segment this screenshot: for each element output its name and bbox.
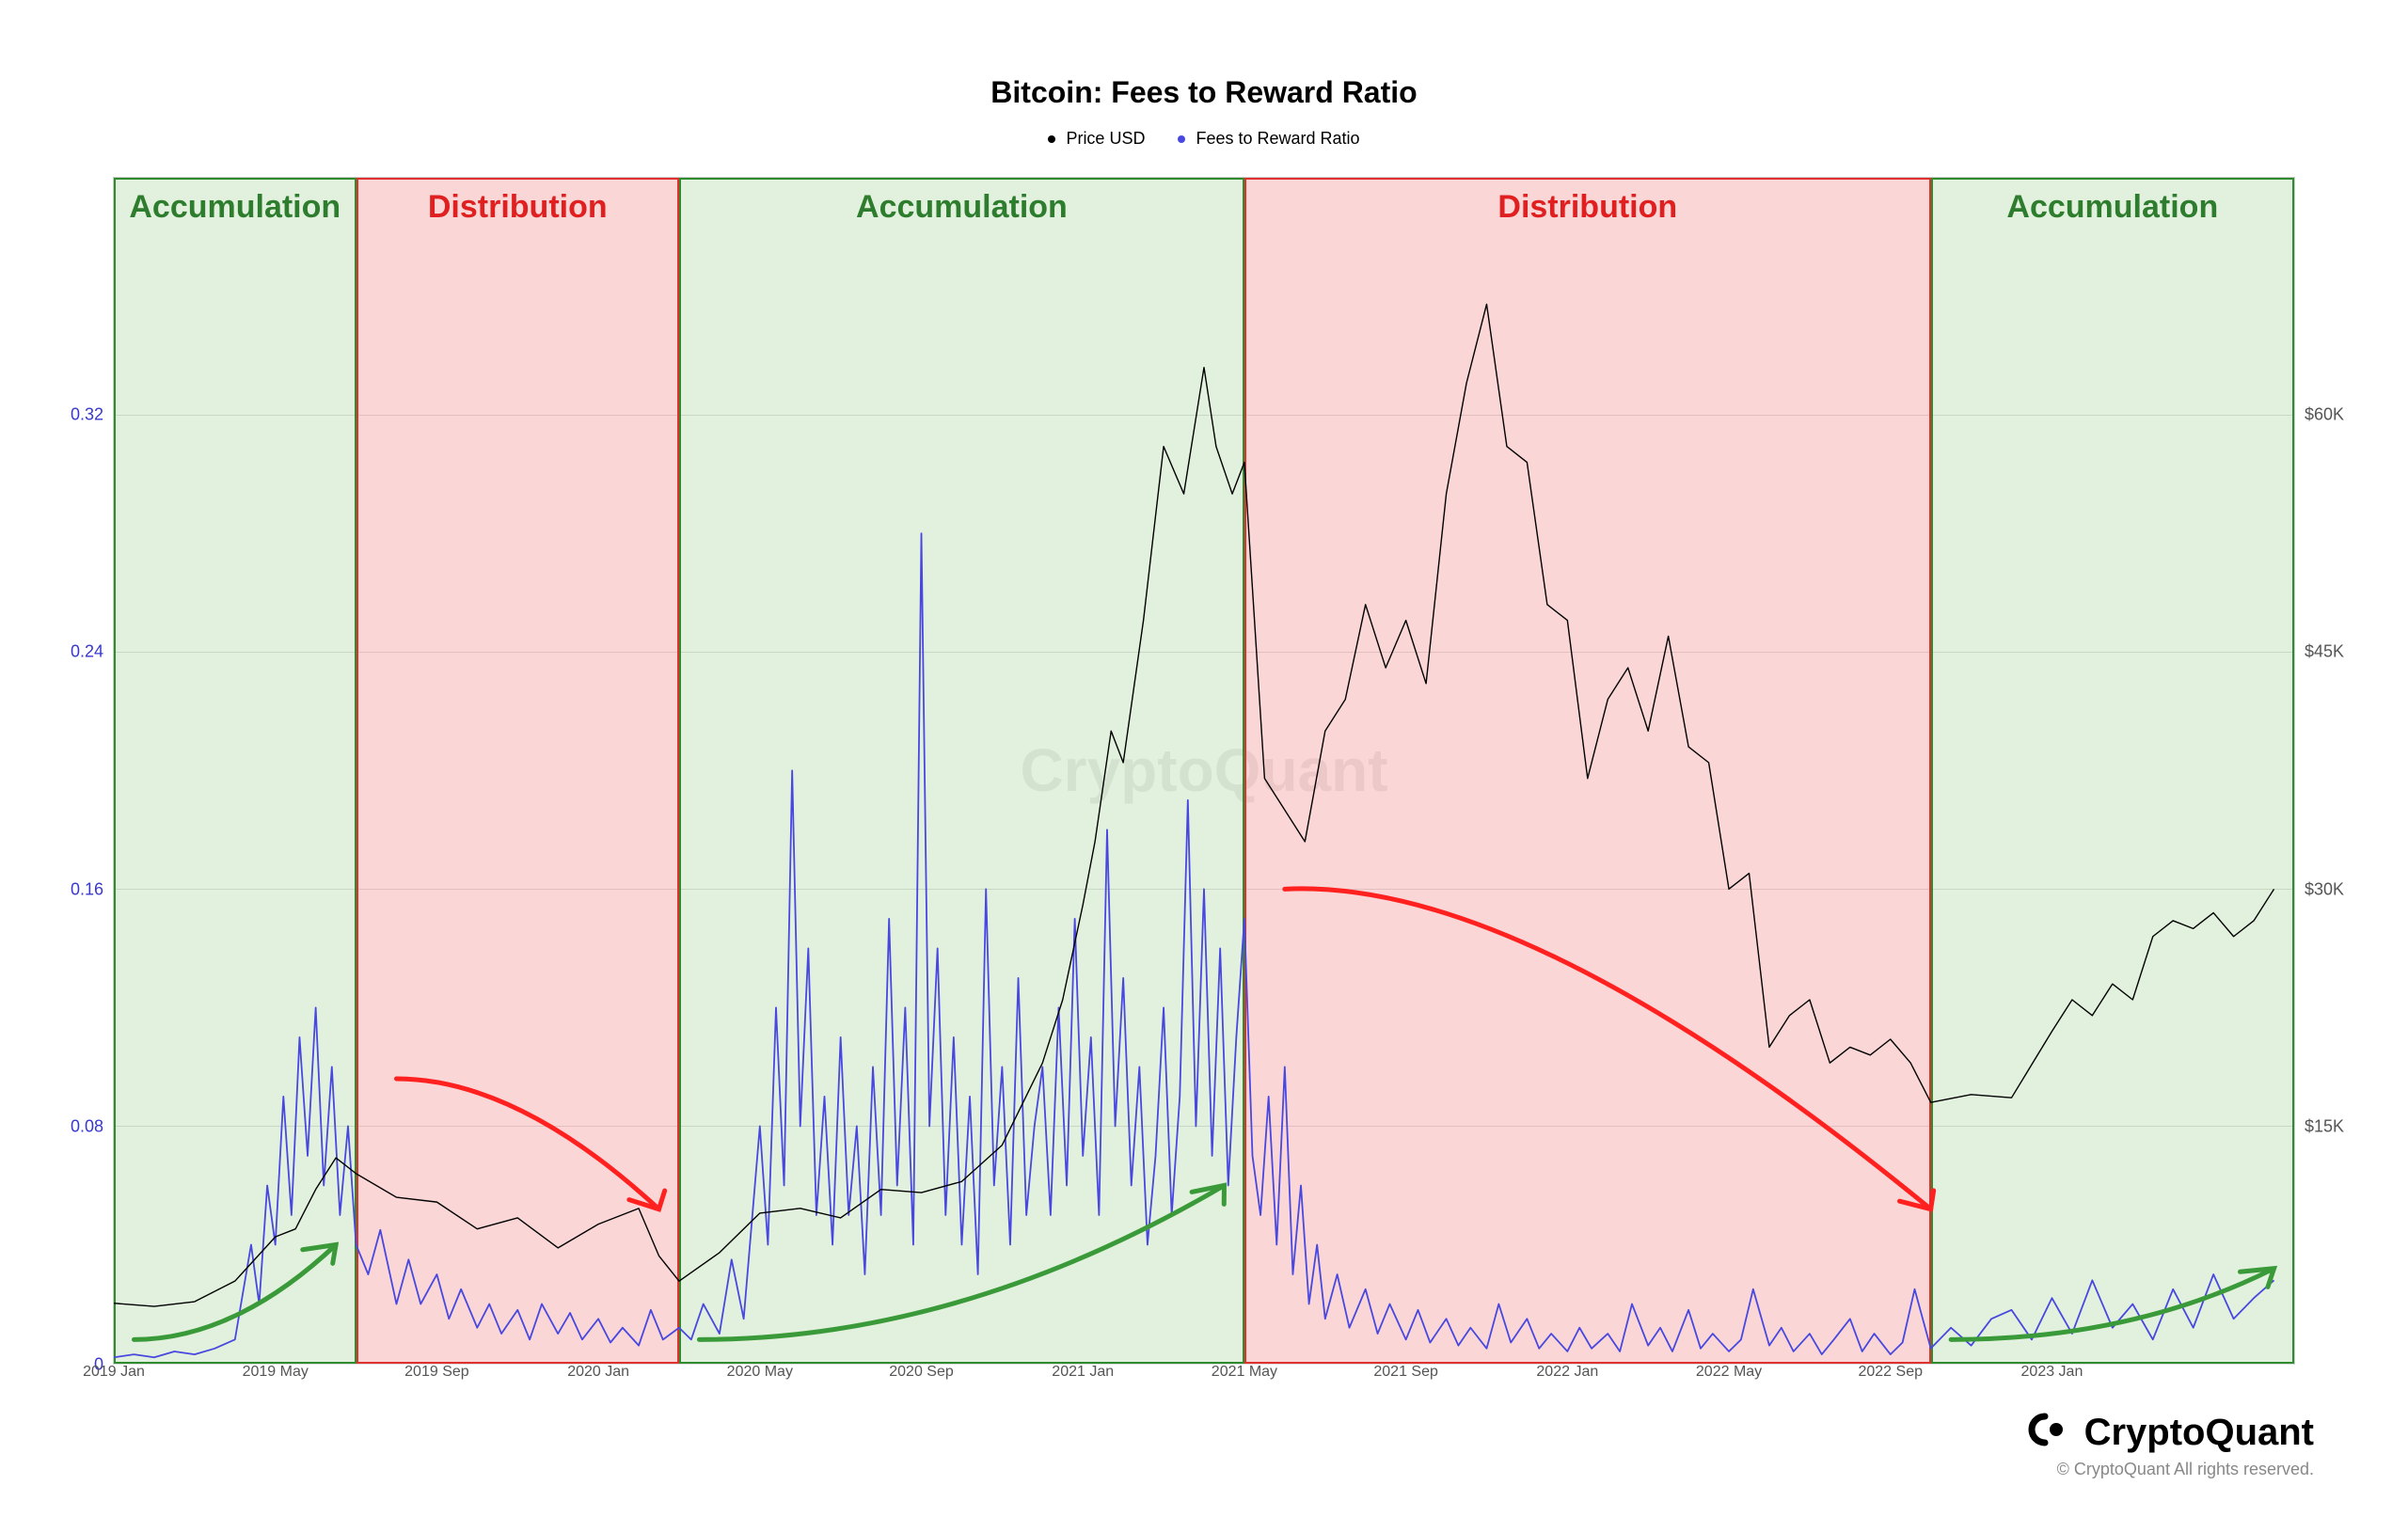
y-tick-right: $30K bbox=[2305, 879, 2344, 899]
brand-icon bbox=[2028, 1413, 2066, 1456]
y-tick-right: $60K bbox=[2305, 404, 2344, 424]
chart-plot: CryptoQuant AccumulationDistributionAccu… bbox=[113, 177, 2295, 1365]
brand-text: CryptoQuant bbox=[2084, 1412, 2314, 1453]
x-tick: 2019 May bbox=[243, 1364, 309, 1381]
copyright: © CryptoQuant All rights reserved. bbox=[56, 1460, 2314, 1479]
legend-label: Price USD bbox=[1066, 129, 1145, 148]
legend-label: Fees to Reward Ratio bbox=[1196, 129, 1359, 148]
x-tick: 2021 Sep bbox=[1373, 1364, 1438, 1381]
legend-dot-price bbox=[1048, 135, 1055, 143]
y-axis-left: 00.080.160.240.32 bbox=[56, 177, 113, 1365]
x-tick: 2020 Jan bbox=[567, 1364, 629, 1381]
y-tick-right: $15K bbox=[2305, 1117, 2344, 1137]
y-tick-left: 0.08 bbox=[71, 1117, 103, 1137]
x-axis: 2019 Jan2019 May2019 Sep2020 Jan2020 May… bbox=[114, 1364, 2294, 1392]
chart-title: Bitcoin: Fees to Reward Ratio bbox=[56, 75, 2352, 110]
x-tick: 2022 May bbox=[1696, 1364, 1762, 1381]
x-tick: 2020 May bbox=[727, 1364, 793, 1381]
y-axis-right: $15K $30K $45K $60K bbox=[2295, 177, 2352, 1365]
legend-dot-ratio bbox=[1178, 135, 1185, 143]
x-tick: 2021 May bbox=[1212, 1364, 1277, 1381]
y-tick-right: $45K bbox=[2305, 642, 2344, 662]
chart-container: Bitcoin: Fees to Reward Ratio Price USD … bbox=[0, 0, 2408, 1517]
y-tick-left: 0.32 bbox=[71, 404, 103, 424]
chart-legend: Price USD Fees to Reward Ratio bbox=[56, 129, 2352, 149]
x-tick: 2023 Jan bbox=[2021, 1364, 2083, 1381]
brand: CryptoQuant bbox=[56, 1412, 2314, 1456]
x-tick: 2019 Jan bbox=[83, 1364, 145, 1381]
x-tick: 2020 Sep bbox=[889, 1364, 954, 1381]
chart-svg bbox=[114, 178, 2294, 1364]
legend-item: Price USD bbox=[1048, 129, 1145, 149]
x-tick: 2022 Jan bbox=[1536, 1364, 1598, 1381]
chart-area: 00.080.160.240.32 CryptoQuant Accumulati… bbox=[56, 177, 2352, 1365]
y-tick-left: 0.16 bbox=[71, 879, 103, 899]
legend-item: Fees to Reward Ratio bbox=[1178, 129, 1359, 149]
x-tick: 2019 Sep bbox=[404, 1364, 469, 1381]
x-tick: 2021 Jan bbox=[1052, 1364, 1114, 1381]
x-tick: 2022 Sep bbox=[1858, 1364, 1923, 1381]
y-tick-left: 0.24 bbox=[71, 642, 103, 662]
